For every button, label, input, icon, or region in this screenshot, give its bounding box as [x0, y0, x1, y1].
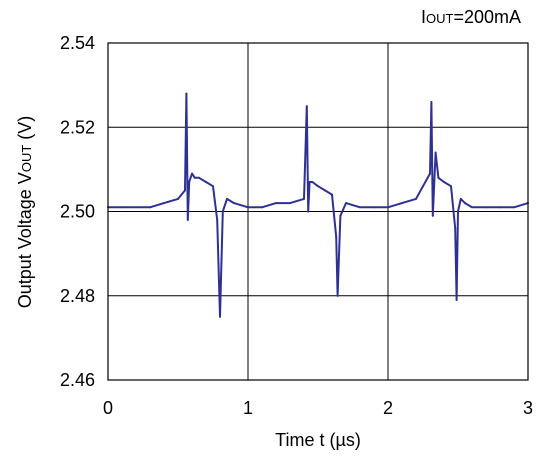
series-point — [336, 294, 339, 297]
x-tick-label: 2 — [383, 398, 393, 418]
series-point — [459, 197, 462, 200]
series-point — [324, 189, 326, 192]
series-point — [464, 202, 466, 205]
y-tick-label: 2.50 — [60, 202, 95, 222]
series-point — [499, 206, 501, 209]
annotation-main: I — [421, 7, 426, 27]
chart-annotation: IOUT=200mA — [421, 7, 521, 27]
series-point — [275, 202, 277, 205]
series-point — [454, 227, 457, 230]
series-point — [485, 206, 487, 209]
series-point — [308, 181, 311, 183]
x-tick-label: 0 — [103, 398, 113, 418]
y-tick-label: 2.54 — [60, 33, 95, 53]
annotation-rest: =200mA — [453, 7, 521, 27]
series-point — [387, 206, 389, 209]
series-point — [359, 206, 361, 209]
series-point — [434, 151, 437, 154]
x-label-mu: µ — [335, 430, 345, 450]
series-point — [221, 210, 224, 213]
series-point — [185, 92, 188, 95]
series-point — [219, 315, 221, 318]
series-point — [443, 181, 445, 183]
series-point — [437, 176, 440, 179]
series-point — [305, 105, 308, 108]
x-tick-label: 1 — [243, 398, 253, 418]
y-tick-label: 2.48 — [60, 286, 95, 306]
x-tick-labels: 0 1 2 3 — [103, 398, 533, 418]
x-label-main: Time t ( — [275, 430, 335, 450]
series-point — [311, 181, 314, 183]
series-point — [188, 181, 191, 183]
series-point — [198, 176, 200, 179]
series-point — [177, 197, 179, 200]
y-label-sub: OUT — [19, 145, 34, 173]
series-point — [184, 189, 186, 192]
series-point — [415, 197, 417, 200]
series-point — [450, 185, 452, 188]
series-point — [513, 206, 515, 209]
series-point — [261, 206, 263, 209]
series-point — [455, 299, 458, 301]
x-tick-label: 3 — [523, 398, 533, 418]
plot-frame — [107, 42, 529, 381]
series-point — [401, 202, 403, 205]
series-point — [289, 202, 291, 205]
y-tick-labels: 2.46 2.48 2.50 2.52 2.54 — [60, 33, 95, 390]
series-point — [317, 185, 319, 188]
y-tick-label: 2.52 — [60, 117, 95, 137]
y-tick-label: 2.46 — [60, 370, 95, 390]
series-point — [471, 206, 473, 209]
series-point — [303, 197, 305, 200]
series-point — [163, 202, 165, 205]
series-point — [212, 185, 214, 188]
y-axis-label: Output Voltage VOUT (V) — [15, 116, 35, 309]
series-point — [331, 193, 333, 196]
series-point — [205, 181, 207, 183]
series-point — [335, 235, 338, 238]
series-point — [429, 172, 431, 175]
series-point — [373, 206, 375, 209]
series-point — [149, 206, 151, 209]
grid-lines — [107, 42, 529, 381]
series-point — [431, 214, 434, 217]
series-point — [191, 172, 193, 175]
series-point — [233, 202, 235, 205]
y-label-rest: (V) — [15, 116, 35, 145]
series-point — [307, 210, 310, 213]
annotation-sub: OUT — [426, 11, 454, 26]
series-point — [135, 206, 137, 209]
series-point — [121, 206, 123, 209]
series-point — [247, 206, 249, 209]
x-label-rest: s) — [346, 430, 361, 450]
series-group — [107, 92, 529, 318]
series-point — [216, 218, 219, 221]
series-point — [422, 185, 424, 188]
series-point — [186, 218, 189, 221]
series-point — [345, 202, 347, 205]
y-label-main: Output Voltage V — [15, 172, 35, 308]
series-point — [193, 176, 196, 179]
x-axis-label: Time t (µs) — [275, 430, 361, 450]
series-point — [339, 214, 342, 217]
series-point — [430, 101, 433, 103]
series-point — [226, 197, 228, 200]
series-point — [457, 210, 459, 213]
